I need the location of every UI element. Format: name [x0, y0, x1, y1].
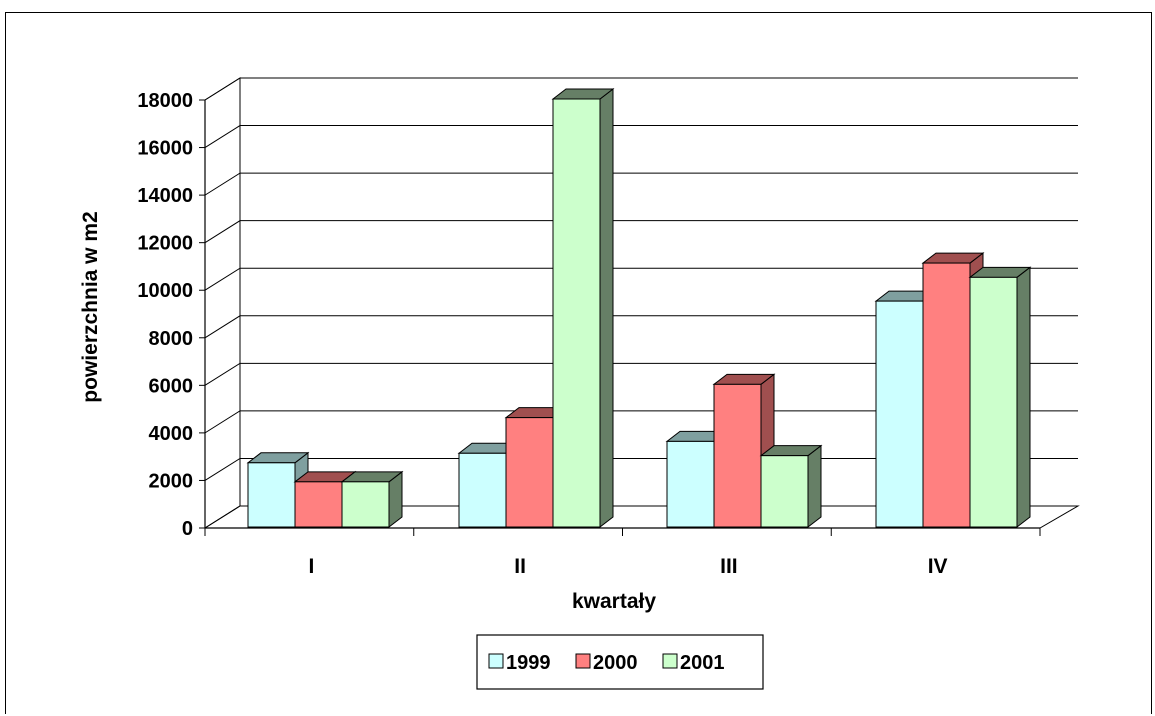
bar-front: [760, 455, 809, 528]
bar-front: [922, 262, 971, 528]
y-tick-label: 18000: [137, 90, 193, 112]
y-tick-label: 8000: [149, 328, 194, 350]
y-tick-label: 16000: [137, 138, 193, 160]
bar-front: [552, 98, 601, 528]
gridline: [204, 315, 1078, 339]
bar: [340, 470, 404, 529]
gridline: [204, 220, 1078, 244]
y-tick-label: 2000: [149, 470, 194, 492]
x-tick-label: II: [514, 555, 526, 578]
bar-front: [666, 440, 715, 528]
y-tick-label: 6000: [149, 375, 194, 397]
axes: [204, 100, 1041, 536]
legend-swatch: [575, 653, 591, 669]
y-tick-label: 12000: [137, 233, 193, 255]
gridline: [204, 172, 1078, 196]
y-tick-labels: 0 2000 4000 6000 8000 10000 12000 14000 16000 180…: [137, 90, 193, 540]
bar-side: [599, 87, 614, 529]
gridline: [204, 362, 1078, 386]
gridlines: [199, 77, 1078, 529]
y-tick-label: 10000: [137, 280, 193, 302]
legend-box: [476, 634, 764, 690]
bar-front: [458, 452, 507, 528]
bar: [551, 87, 615, 529]
legend-label: 2000: [593, 652, 638, 674]
x-tick-label: I: [308, 555, 314, 578]
x-axis-title: kwartały: [572, 590, 656, 613]
y-tick-label: 4000: [149, 423, 194, 445]
bar-front: [505, 417, 554, 528]
y-tick-label: 0: [182, 518, 193, 540]
bar-front: [875, 300, 924, 528]
x-tick-label: IV: [928, 555, 948, 578]
bar-front: [341, 481, 390, 528]
bar-front: [713, 383, 762, 528]
bar-front: [294, 481, 343, 528]
bar-side: [807, 444, 822, 529]
bar-front: [969, 276, 1018, 528]
chart-frame: [5, 12, 1152, 714]
side-wall: [204, 77, 241, 529]
legend-swatch: [488, 653, 504, 669]
bar-side: [1016, 266, 1031, 529]
legend-label: 2001: [680, 652, 725, 674]
y-tick-label: 14000: [137, 185, 193, 207]
chart-walls: [203, 77, 1080, 529]
legend-label: 1999: [506, 652, 551, 674]
bar-front: [247, 462, 296, 528]
legend: 1999 2000 2001: [476, 634, 764, 690]
x-tick-labels: I II III IV: [308, 555, 947, 578]
gridline: [204, 410, 1078, 434]
x-tick-label: III: [720, 555, 738, 578]
legend-swatch: [662, 653, 678, 669]
y-axis-title: powierzchnia w m2: [79, 211, 102, 402]
gridline: [204, 77, 1078, 101]
bar: [968, 266, 1032, 529]
bars: [246, 87, 1032, 529]
gridline: [204, 267, 1078, 291]
bar: [759, 444, 823, 529]
gridline: [204, 125, 1078, 148]
